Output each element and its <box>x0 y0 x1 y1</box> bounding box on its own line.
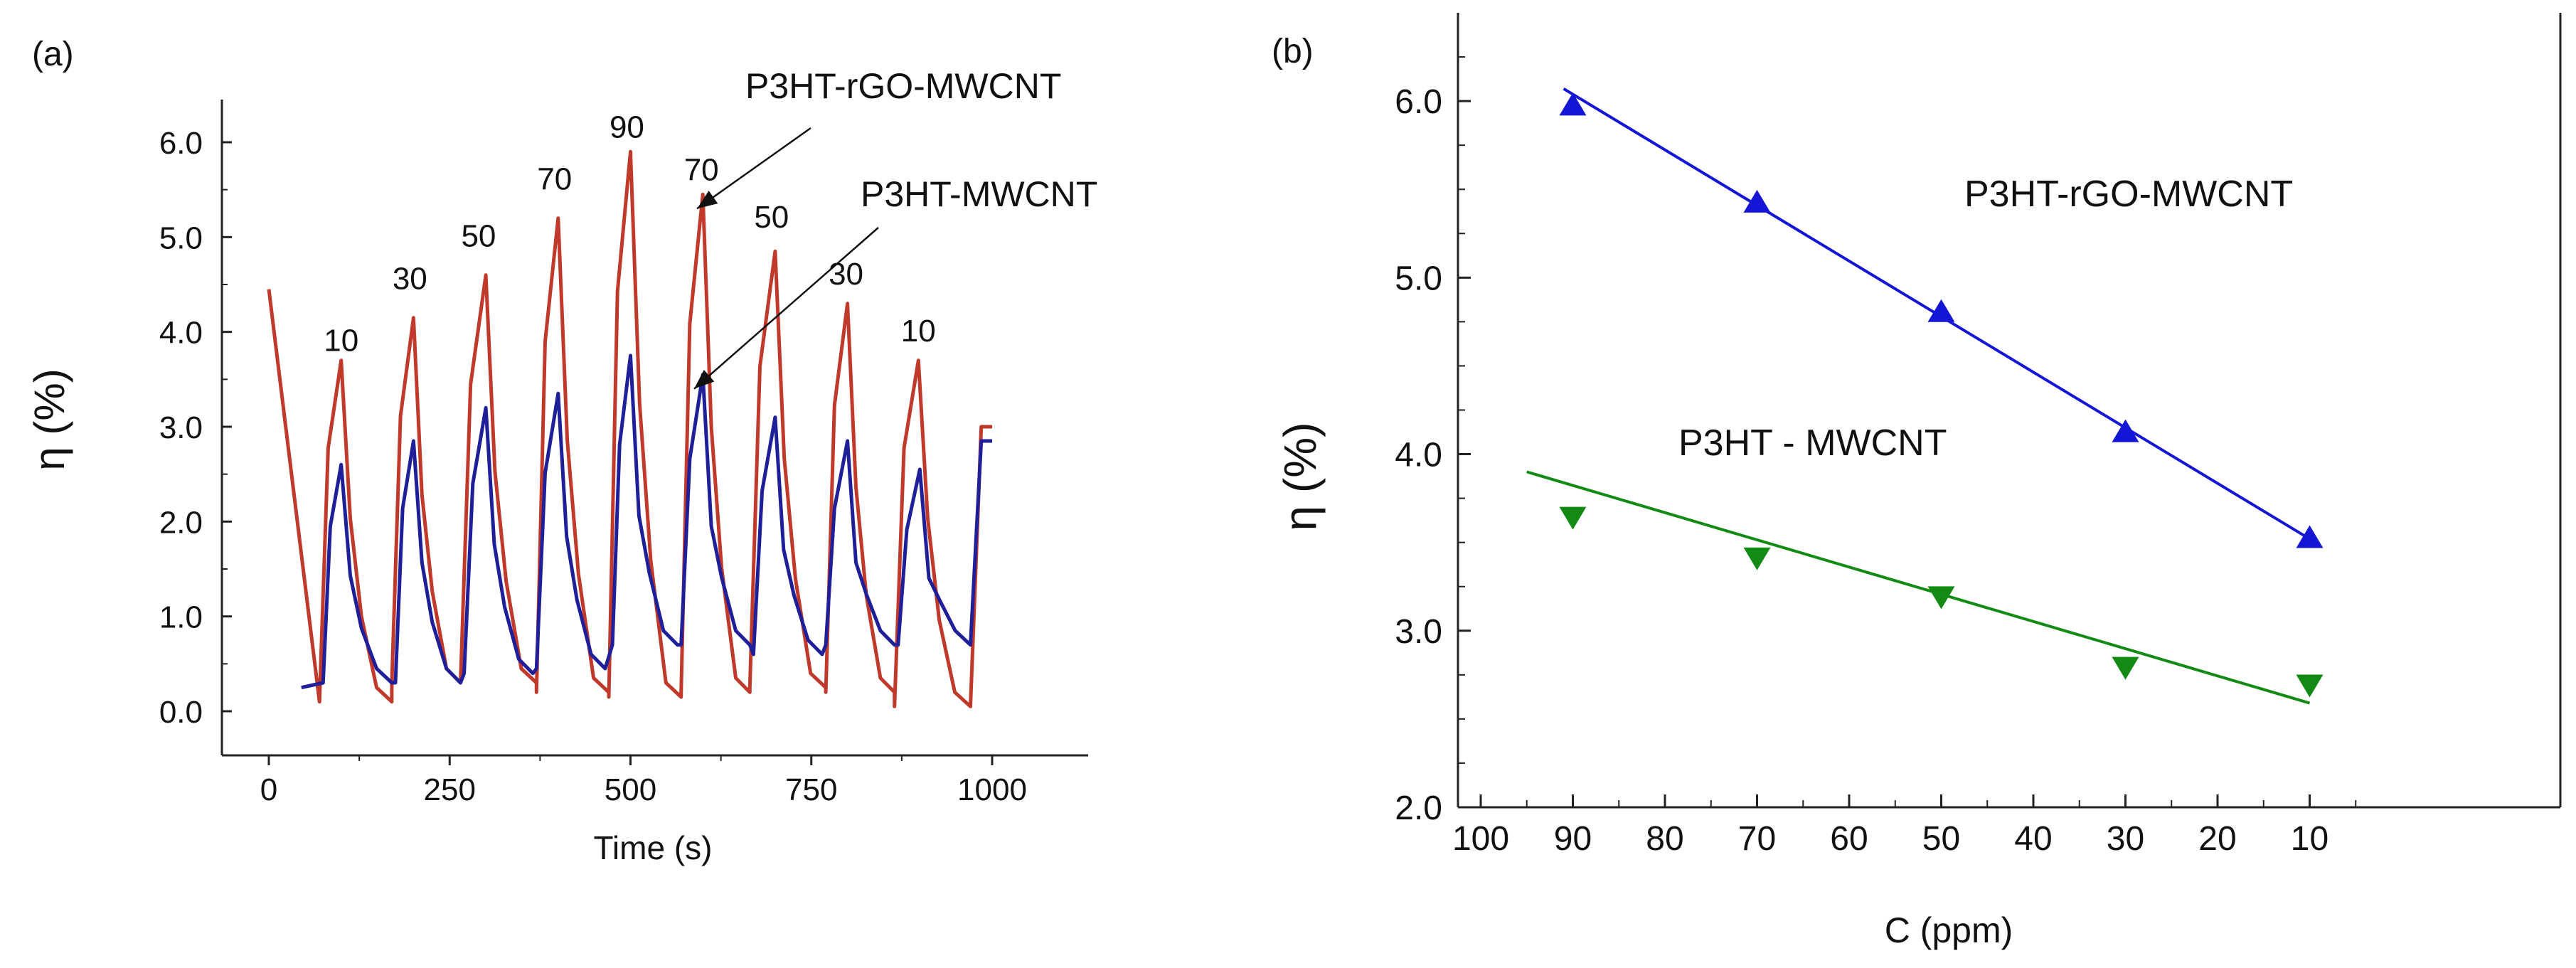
panel-a-y-tick-label: 0.0 <box>159 695 203 730</box>
panel-b-data-point <box>1927 586 1955 610</box>
panel-a-y-tick-label: 5.0 <box>159 220 203 255</box>
panel-b-data-point <box>1559 506 1587 530</box>
panel-b-x-tick-label: 50 <box>1922 820 1960 858</box>
panel-b-y-tick-label: 4.0 <box>1395 437 1442 474</box>
panel-a-concentration-label: 10 <box>901 314 936 349</box>
panel-a-y-axis-title: η (%) <box>26 368 73 470</box>
panel-a-y-tick-label: 4.0 <box>159 316 203 351</box>
panel-a-x-tick-label: 750 <box>785 772 837 807</box>
panel-a-series-line <box>301 353 992 690</box>
panel-a-x-axis-title: Time (s) <box>594 829 713 866</box>
panel-b-x-tick-label: 70 <box>1738 820 1776 858</box>
panel-b-y-tick-label: 3.0 <box>1395 613 1442 651</box>
panel-b-x-tick-label: 80 <box>1646 820 1683 858</box>
panel-b: (b) C (ppm) η (%) 2.0 3.0 4.0 5.0 6.0 100 90 80… <box>1272 13 2562 950</box>
panel-b-y-tick-label: 5.0 <box>1395 260 1442 297</box>
panel-a-annotation-label: P3HT-rGO-MWCNT <box>745 66 1061 106</box>
panel-a-concentration-label: 30 <box>829 257 863 292</box>
panel-a-label: (a) <box>32 36 74 73</box>
panel-b-y-tick-label: 2.0 <box>1395 789 1442 827</box>
panel-a-annotation-label: P3HT-MWCNT <box>861 174 1097 214</box>
panel-a-x-tick-label: 500 <box>605 772 656 807</box>
panel-b-x-tick-label: 60 <box>1830 820 1868 858</box>
panel-b-x-tick-label: 100 <box>1452 820 1509 858</box>
panel-a-annotation-arrow <box>696 127 811 210</box>
panel-b-data-point <box>2296 674 2324 698</box>
panel-b-x-axis-title: C (ppm) <box>1885 910 2013 950</box>
panel-a-concentration-label: 10 <box>324 323 358 358</box>
panel-b-x-tick-label: 30 <box>2107 820 2144 858</box>
panel-a-concentration-label: 30 <box>393 262 427 297</box>
panel-a-x-tick-label: 250 <box>424 772 476 807</box>
panel-a: (a) Time (s) η (%) 0.0 1.0 2.0 3.0 4.0 5.0 6.0… <box>26 36 1097 866</box>
panel-a-x-tick-label: 1000 <box>957 772 1027 807</box>
panel-b-data-point <box>1743 547 1771 570</box>
panel-a-y-tick-label: 3.0 <box>159 410 203 445</box>
panel-b-x-tick-label: 90 <box>1554 820 1592 858</box>
panel-b-axes: 2.0 3.0 4.0 5.0 6.0 100 90 80 70 60 50 40 30 20 10 <box>1395 13 2562 858</box>
panel-a-labels: 10 30 50 70 90 70 50 30 10 P3HT-rGO-MWCNT P3HT-MWC… <box>324 66 1097 390</box>
panel-b-fit-line <box>1526 470 2311 705</box>
panel-a-axes: 0.0 1.0 2.0 3.0 4.0 5.0 6.0 0 250 500 750 1000 <box>159 100 1088 807</box>
panel-a-concentration-label: 70 <box>684 152 719 187</box>
panel-a-y-tick-label: 2.0 <box>159 505 203 540</box>
panel-b-series-label: P3HT - MWCNT <box>1678 422 1947 464</box>
panel-b-data-point <box>2112 656 2139 680</box>
panel-b-data-point <box>2296 525 2324 548</box>
panel-b-data-point <box>2112 419 2139 442</box>
panel-b-x-tick-label: 40 <box>2014 820 2052 858</box>
panel-a-y-tick-label: 1.0 <box>159 600 203 635</box>
panel-a-series <box>267 149 992 708</box>
panel-b-y-tick-label: 6.0 <box>1395 83 1442 121</box>
panel-b-data-point <box>1927 299 1955 322</box>
panel-b-y-axis-title: η (%) <box>1274 422 1326 531</box>
panel-a-arrow-head <box>693 369 715 389</box>
panel-a-arrow-head <box>697 191 718 209</box>
panel-b-x-tick-label: 10 <box>2291 820 2328 858</box>
panel-a-concentration-label: 90 <box>610 110 644 144</box>
panel-a-annotation-arrow <box>693 227 879 390</box>
panel-b-label: (b) <box>1272 33 1314 70</box>
panel-a-series-line <box>267 149 992 708</box>
panel-b-x-tick-label: 20 <box>2198 820 2236 858</box>
panel-b-data-point <box>1743 189 1771 213</box>
panel-a-concentration-label: 70 <box>537 162 572 197</box>
panel-a-concentration-label: 50 <box>754 200 789 235</box>
panel-b-labels: P3HT-rGO-MWCNT P3HT - MWCNT <box>1678 174 2293 464</box>
panel-b-data-point <box>1559 92 1587 116</box>
panel-a-concentration-label: 50 <box>461 219 496 254</box>
panel-a-y-tick-label: 6.0 <box>159 126 203 161</box>
panel-b-series <box>1526 87 2324 705</box>
panel-a-x-tick-label: 0 <box>260 772 277 807</box>
panel-b-series-label: P3HT-rGO-MWCNT <box>1964 174 2293 215</box>
